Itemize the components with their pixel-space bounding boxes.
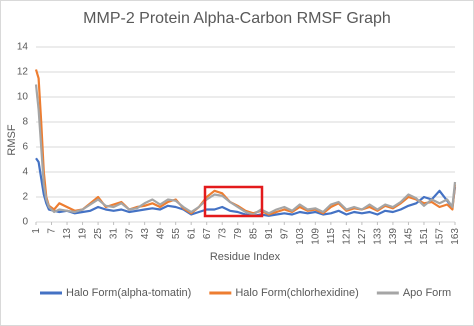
- y-tick-label: 0: [22, 217, 28, 228]
- y-tick-label: 8: [22, 117, 28, 128]
- x-tick-label: 151: [419, 228, 430, 245]
- x-tick-label: 73: [217, 228, 228, 240]
- x-tick-label: 97: [279, 228, 290, 240]
- x-tick-label: 31: [109, 228, 120, 240]
- series-line: [35, 157, 457, 217]
- x-tick-label: 145: [404, 228, 415, 245]
- y-tick-label: 6: [22, 142, 28, 153]
- y-tick-label: 14: [17, 42, 29, 53]
- chart-title: MMP-2 Protein Alpha-Carbon RMSF Graph: [83, 10, 391, 27]
- x-tick-label: 25: [93, 228, 104, 240]
- y-tick-label: 10: [17, 92, 29, 103]
- x-tick-label: 91: [264, 228, 275, 240]
- x-tick-label: 49: [155, 228, 166, 240]
- x-tick-label: 139: [388, 228, 399, 245]
- x-tick-label: 163: [450, 228, 461, 245]
- x-tick-label: 79: [233, 228, 244, 240]
- y-tick-label: 12: [17, 67, 29, 78]
- x-tick-label: 61: [186, 228, 197, 240]
- legend-label: Halo Form(alpha-tomatin): [66, 287, 191, 299]
- x-tick-label: 19: [78, 228, 89, 240]
- x-tick-label: 109: [310, 228, 321, 245]
- legend-label: Apo Form: [403, 287, 451, 299]
- series-line: [34, 84, 457, 216]
- y-tick-label: 4: [22, 167, 28, 178]
- x-tick-label: 13: [62, 228, 73, 240]
- x-axis-label: Residue Index: [210, 251, 281, 263]
- y-tick-label: 2: [22, 192, 28, 203]
- x-tick-label: 157: [435, 228, 446, 245]
- x-tick-label: 115: [326, 228, 337, 244]
- highlight-box: [203, 185, 264, 218]
- x-tick-label: 133: [373, 228, 384, 245]
- x-tick-label: 103: [295, 228, 306, 245]
- x-tick-label: 85: [248, 228, 259, 240]
- x-tick-label: 121: [342, 228, 353, 245]
- y-axis-label: RMSF: [6, 124, 18, 155]
- x-tick-label: 37: [124, 228, 135, 240]
- x-tick-label: 43: [140, 228, 151, 240]
- x-tick-label: 127: [357, 228, 368, 245]
- x-tick-label: 55: [171, 228, 182, 240]
- x-tick-label: 67: [202, 228, 213, 240]
- legend-label: Halo Form(chlorhexidine): [235, 287, 359, 299]
- x-tick-label: 7: [47, 228, 58, 234]
- x-tick-label: 1: [31, 228, 42, 234]
